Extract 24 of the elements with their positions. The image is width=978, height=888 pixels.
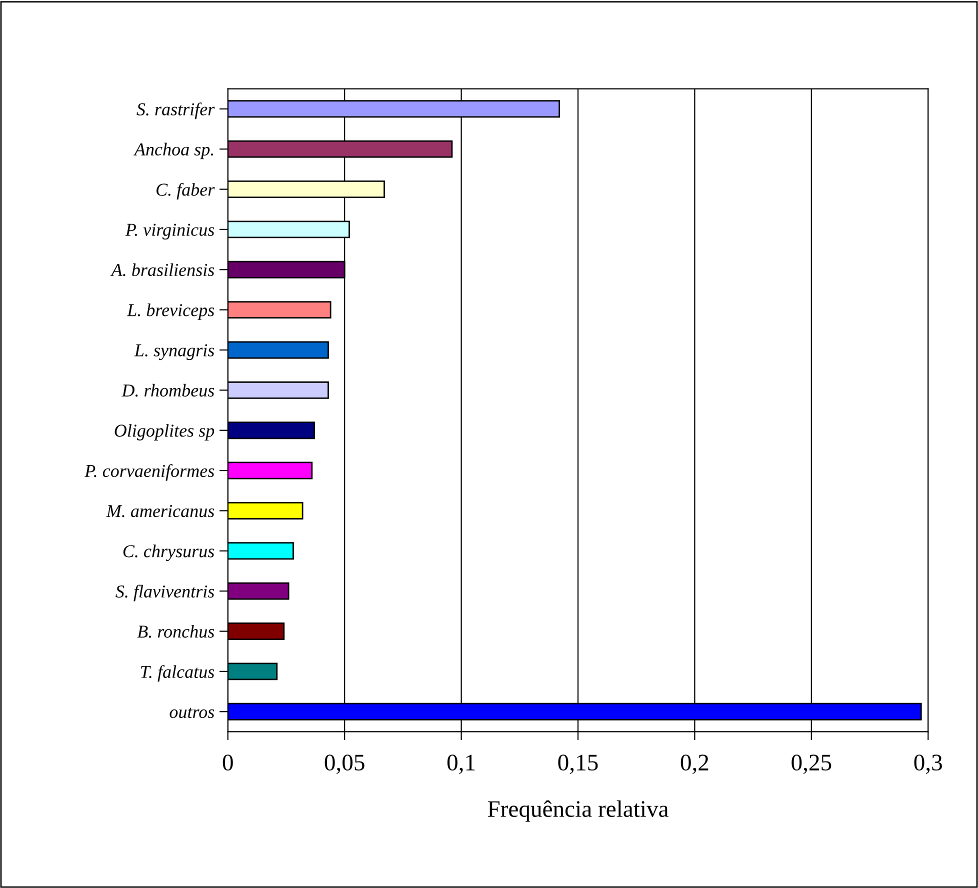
y-tick-label: Oligoplites sp: [114, 424, 214, 440]
y-tick-label: L. breviceps: [126, 304, 214, 320]
x-tick-label: 0,15: [558, 754, 598, 774]
y-tick-label: B. ronchus: [137, 624, 214, 638]
x-tick-label: 0,05: [324, 754, 364, 774]
x-tick-label: 0,2: [680, 754, 708, 774]
y-tick-label: T. falcatus: [140, 665, 214, 682]
y-tick-label: Anchoa sp.: [133, 142, 214, 160]
y-tick-label: L. synagris: [134, 344, 214, 360]
x-axis-title: Frequência relativa: [488, 800, 668, 822]
x-tick-label: 0: [222, 754, 233, 771]
y-tick-label: C. chrysurus: [123, 544, 214, 562]
y-tick-label: outros: [170, 708, 214, 718]
y-tick-label: P. virginicus: [125, 224, 214, 240]
y-tick-label: S. rastrifer: [136, 102, 215, 120]
y-tick-label: M. americanus: [106, 505, 214, 518]
x-tick-label: 0,1: [447, 754, 475, 774]
y-tick-label: P. corvaeniformes: [84, 464, 214, 481]
y-tick-label: S. flaviventris: [116, 584, 214, 602]
x-tick-label: 0,3: [914, 754, 942, 774]
x-tick-label: 0,25: [792, 754, 832, 774]
y-tick-label: A. brasiliensis: [110, 263, 214, 276]
y-tick-label: C. faber: [156, 182, 215, 200]
y-tick-label: D. rhombeus: [122, 384, 214, 397]
